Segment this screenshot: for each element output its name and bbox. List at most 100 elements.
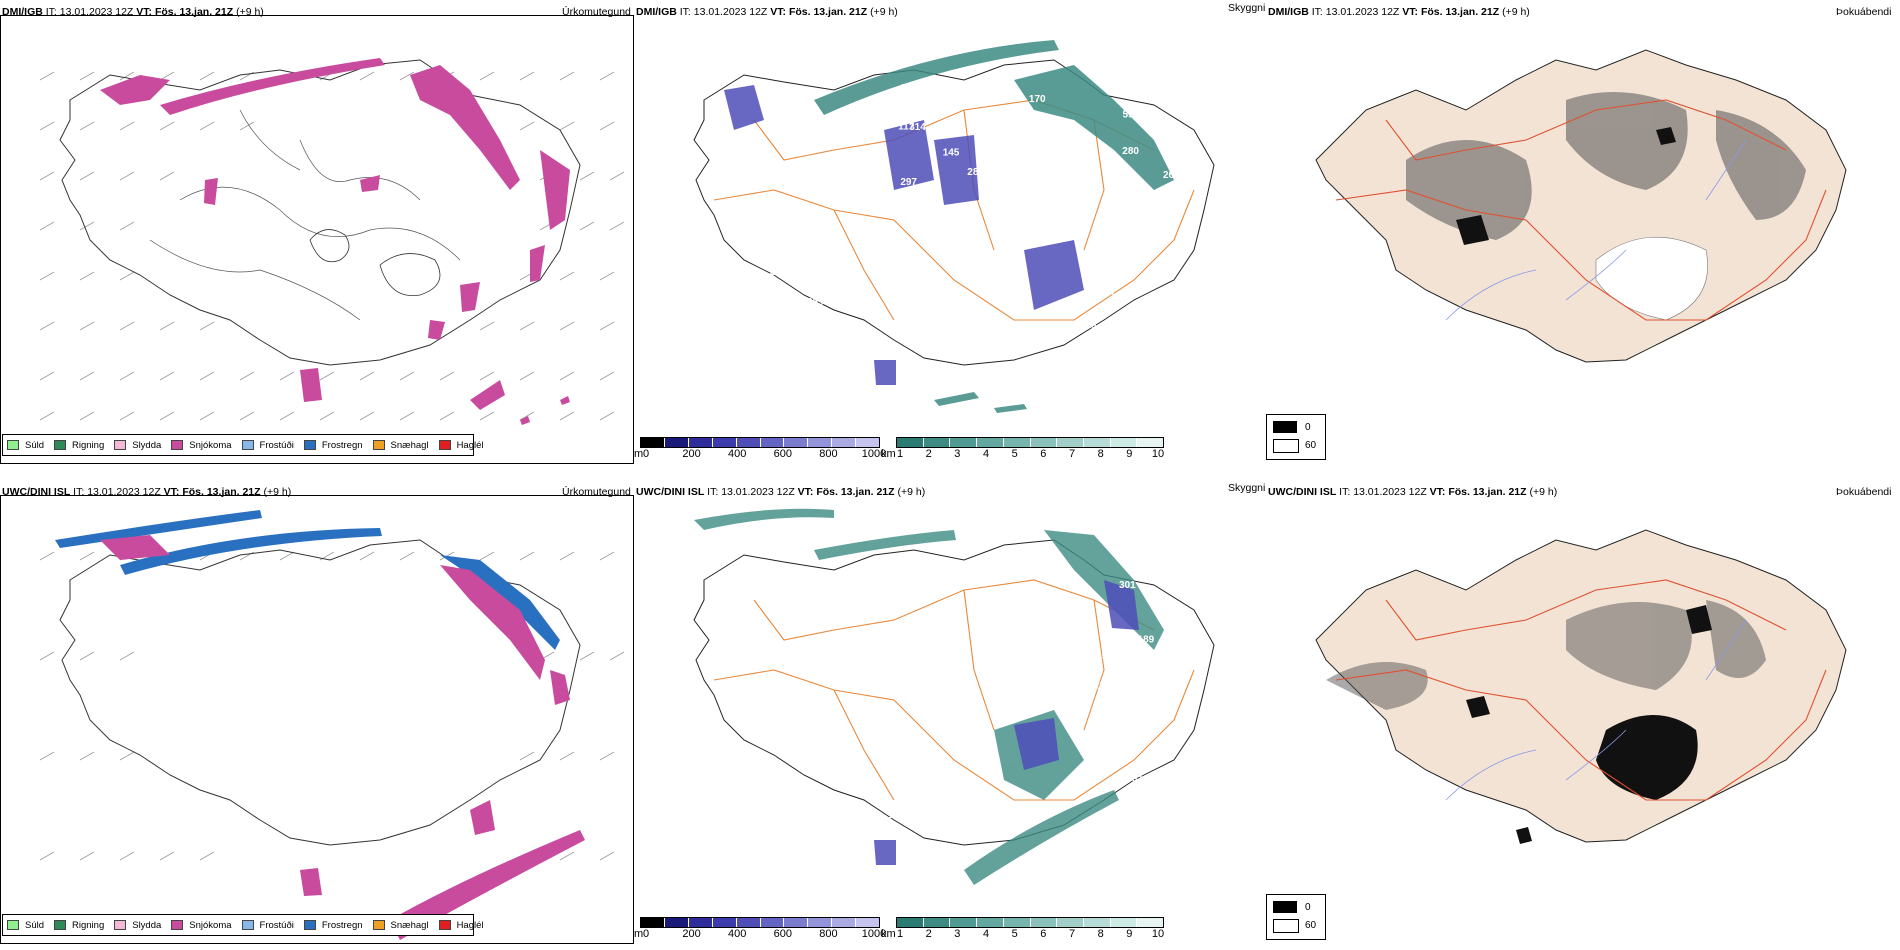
colorbar-tick: 5: [1011, 448, 1018, 460]
colorbar-tick: 1000: [861, 448, 887, 460]
fog-title-top: Þokuábendi: [1836, 6, 1892, 18]
colorbar-tick: 3: [954, 448, 961, 460]
colorbar-segment: [760, 438, 785, 447]
fog-legend-label-low: 60: [1305, 440, 1317, 451]
legend-swatch: [54, 920, 67, 930]
visibility-value-label: 359: [807, 297, 824, 308]
visibility-value-label: 142: [1031, 231, 1048, 242]
colorbar-tick: 200: [682, 448, 701, 460]
visibility-value-label: 245: [886, 207, 903, 218]
legend-item-7: Haglél: [438, 440, 484, 451]
rivers: [1445, 139, 1747, 321]
colorbar-tick: 0: [642, 448, 650, 460]
legend-item-5: Frostregn: [303, 439, 363, 451]
visibility-value-label: 597: [859, 573, 876, 584]
visibility-value-label: 191: [818, 122, 835, 133]
legend-label: Frostúði: [259, 439, 294, 451]
colorbar-tick: 7: [1068, 448, 1076, 460]
fog-dense: [1456, 127, 1676, 245]
fog-map-bottom: [1315, 529, 1847, 844]
legend-label: Rigning: [72, 919, 105, 931]
colorbar-segment: [832, 918, 857, 927]
legend-swatch: [241, 920, 254, 930]
snow-areas: [100, 535, 585, 940]
visibility-value-label: 577: [1093, 762, 1110, 773]
roads: [1335, 99, 1827, 321]
colorbar-tick: 4: [982, 928, 990, 940]
panel-title-fog-bottom: UWC/DINI ISL IT: 13.01.2023 12Z VT: Fös.…: [1268, 486, 1558, 498]
coastline: [59, 59, 581, 366]
legend-swatch: [438, 440, 451, 450]
colorbar-km-top: [896, 437, 1164, 448]
precip-map-bottom: [39, 510, 625, 940]
panel-title-precip-top: DMI/IGB IT: 13.01.2023 12Z VT: Fös. 13.j…: [2, 6, 264, 18]
precip-type-title-top: Úrkomutegund: [562, 6, 631, 18]
roads: [1335, 579, 1827, 801]
fog-legend-label-high: 0: [1305, 902, 1311, 913]
visibility-panel-bottom: UWC/DINI ISL IT: 13.01.2023 12Z VT: Fös.…: [634, 480, 1326, 950]
colorbar-segment: [808, 438, 833, 447]
colorbar-segment: [950, 918, 978, 927]
colorbar-segment: [923, 438, 951, 447]
precip-frame-bottom: [0, 495, 634, 944]
legend-label: Frostregn: [321, 439, 363, 451]
colorbar-segment: [950, 438, 978, 447]
visibility-value-label: 189: [755, 178, 772, 189]
visibility-value-label: 265: [1163, 170, 1180, 181]
visibility-value-label: 401: [895, 192, 912, 203]
colorbar-tick: 10: [1151, 928, 1165, 940]
colorbar-segment: [1003, 918, 1031, 927]
wind-barbs: [39, 71, 625, 421]
fog-dense: [1466, 605, 1712, 844]
low-visibility-m: [874, 580, 1139, 865]
visibility-value-label: 961: [751, 795, 768, 806]
visibility-title-bottom: Skyggni: [1228, 482, 1266, 494]
colorbar-tick: 1000: [861, 928, 887, 940]
legend-label: Frostúði: [259, 919, 294, 931]
colorbar-tick: 1: [896, 448, 904, 460]
visibility-value-label: 315: [762, 119, 779, 130]
visibility-value-label: 280: [1122, 146, 1139, 157]
legend-swatch: [171, 920, 184, 930]
visibility-value-label: 175: [857, 153, 874, 164]
colorbar-segment: [784, 918, 809, 927]
legend-label: Snæhagl: [390, 439, 429, 451]
visibility-value-label: 301: [1119, 580, 1136, 591]
visibility-value-label: 317: [737, 309, 754, 320]
legend-item-4: Frostúði: [241, 439, 294, 451]
colorbar-m-unit-bottom: m: [634, 928, 644, 940]
legend-label: Snjókoma: [189, 919, 232, 931]
visibility-value-label: 276: [1036, 235, 1053, 246]
legend-swatch: [438, 920, 451, 930]
visibility-value-label: 189: [1138, 635, 1155, 646]
legend-label: Frostregn: [321, 919, 363, 931]
visibility-value-label: 670: [806, 637, 823, 648]
colorbar-segment: [923, 918, 951, 927]
precip-type-title-bottom: Úrkomutegund: [562, 486, 631, 498]
colorbar-segment: [641, 918, 665, 927]
legend-swatch: [7, 920, 19, 930]
colorbar-tick: 8: [1097, 448, 1104, 460]
colorbar-segment: [856, 918, 880, 927]
colorbar-segment: [1030, 918, 1058, 927]
colorbar-tick: 6: [1040, 928, 1047, 940]
snow-areas: [100, 58, 570, 425]
colorbar-km-unit-top: km: [881, 448, 896, 460]
colorbar-tick: 1: [896, 928, 904, 940]
colorbar-segment: [1137, 918, 1164, 927]
visibility-value-label: 98: [819, 317, 831, 328]
visibility-value-label: 125: [998, 134, 1015, 145]
legend-label: Haglél: [456, 919, 484, 931]
legend-label: Slydda: [132, 439, 162, 451]
visibility-value-label: 173: [900, 83, 917, 94]
colorbar-segment: [736, 438, 761, 447]
colorbar-segment: [688, 438, 713, 447]
visibility-value-label: 96: [946, 335, 958, 346]
visibility-value-label: 297: [900, 177, 917, 188]
colorbar-tick: 3: [954, 928, 961, 940]
low-visibility-km: [694, 508, 1164, 885]
colorbar-tick: 7: [1068, 928, 1076, 940]
colorbar-m-bottom: [640, 917, 880, 928]
legend-item-4: Frostúði: [241, 919, 294, 931]
legend-swatch: [241, 440, 254, 450]
